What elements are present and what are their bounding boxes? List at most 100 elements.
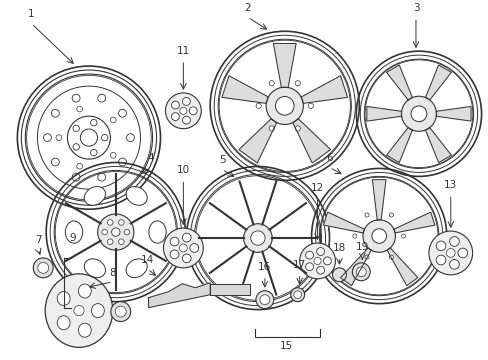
Text: 10: 10 <box>177 165 189 175</box>
Polygon shape <box>340 248 370 285</box>
Circle shape <box>256 103 261 108</box>
Circle shape <box>180 107 186 114</box>
Circle shape <box>102 229 107 235</box>
Circle shape <box>182 254 191 263</box>
Circle shape <box>118 109 126 117</box>
Text: 1: 1 <box>28 9 35 19</box>
Circle shape <box>435 241 445 251</box>
Ellipse shape <box>78 323 91 337</box>
Circle shape <box>428 231 472 275</box>
Text: 9: 9 <box>70 233 76 243</box>
Ellipse shape <box>57 292 70 306</box>
Text: 8: 8 <box>109 268 116 278</box>
Text: 12: 12 <box>310 183 324 193</box>
Ellipse shape <box>57 316 70 330</box>
Circle shape <box>33 258 53 278</box>
Polygon shape <box>435 107 470 121</box>
Circle shape <box>124 229 129 235</box>
Circle shape <box>371 229 386 243</box>
Circle shape <box>332 268 346 282</box>
Circle shape <box>101 134 108 141</box>
Circle shape <box>111 228 120 236</box>
Circle shape <box>80 129 97 146</box>
Circle shape <box>182 233 191 242</box>
Circle shape <box>449 260 458 269</box>
Polygon shape <box>372 180 385 220</box>
Text: 14: 14 <box>141 255 154 265</box>
Circle shape <box>51 109 59 117</box>
Polygon shape <box>366 107 401 121</box>
Circle shape <box>77 163 82 169</box>
Polygon shape <box>239 119 276 163</box>
Circle shape <box>316 266 324 274</box>
Circle shape <box>51 158 59 166</box>
Ellipse shape <box>84 259 105 278</box>
Text: 5: 5 <box>218 156 225 166</box>
Text: 18: 18 <box>332 243 346 253</box>
Circle shape <box>250 231 264 245</box>
Circle shape <box>72 173 80 181</box>
Circle shape <box>323 257 331 265</box>
Text: 4: 4 <box>147 153 154 163</box>
Polygon shape <box>386 127 411 163</box>
Circle shape <box>73 125 79 132</box>
Circle shape <box>307 103 313 108</box>
Circle shape <box>118 220 124 225</box>
Ellipse shape <box>45 274 113 347</box>
Circle shape <box>98 214 134 250</box>
Circle shape <box>313 257 321 265</box>
Text: 16: 16 <box>258 262 271 272</box>
Text: 17: 17 <box>292 260 305 270</box>
Text: 11: 11 <box>176 46 190 56</box>
Circle shape <box>43 134 51 141</box>
Circle shape <box>435 255 445 265</box>
Circle shape <box>401 96 436 131</box>
Circle shape <box>90 120 97 126</box>
Circle shape <box>111 302 130 321</box>
Circle shape <box>165 93 201 129</box>
Text: 19: 19 <box>355 242 368 252</box>
Circle shape <box>170 237 179 246</box>
Circle shape <box>295 126 300 131</box>
Circle shape <box>189 244 198 252</box>
Circle shape <box>38 262 49 273</box>
Polygon shape <box>210 284 249 295</box>
Circle shape <box>410 106 426 122</box>
Polygon shape <box>386 65 411 100</box>
Circle shape <box>56 135 61 140</box>
Text: 2: 2 <box>244 3 251 13</box>
Circle shape <box>115 306 126 317</box>
Polygon shape <box>148 283 210 307</box>
Circle shape <box>356 267 366 277</box>
Text: 13: 13 <box>443 180 456 190</box>
Circle shape <box>364 255 368 259</box>
Circle shape <box>110 152 116 158</box>
Circle shape <box>449 237 458 246</box>
Ellipse shape <box>126 259 147 278</box>
Circle shape <box>98 173 105 181</box>
Circle shape <box>305 263 313 271</box>
Circle shape <box>401 234 405 238</box>
Circle shape <box>182 98 190 105</box>
Text: 3: 3 <box>412 3 418 13</box>
Ellipse shape <box>148 221 166 243</box>
Circle shape <box>255 291 273 309</box>
Circle shape <box>118 239 124 244</box>
Ellipse shape <box>78 284 91 298</box>
Circle shape <box>293 291 301 298</box>
Circle shape <box>171 113 179 121</box>
Circle shape <box>275 96 293 115</box>
Circle shape <box>98 94 105 102</box>
Circle shape <box>299 243 335 279</box>
Ellipse shape <box>84 186 105 205</box>
Circle shape <box>189 107 197 115</box>
Circle shape <box>305 251 313 259</box>
Polygon shape <box>292 119 330 163</box>
Circle shape <box>265 87 303 125</box>
Ellipse shape <box>126 186 147 205</box>
Circle shape <box>243 224 272 252</box>
Circle shape <box>457 248 467 258</box>
Text: 6: 6 <box>325 153 332 163</box>
Circle shape <box>268 81 274 86</box>
Circle shape <box>316 248 324 256</box>
